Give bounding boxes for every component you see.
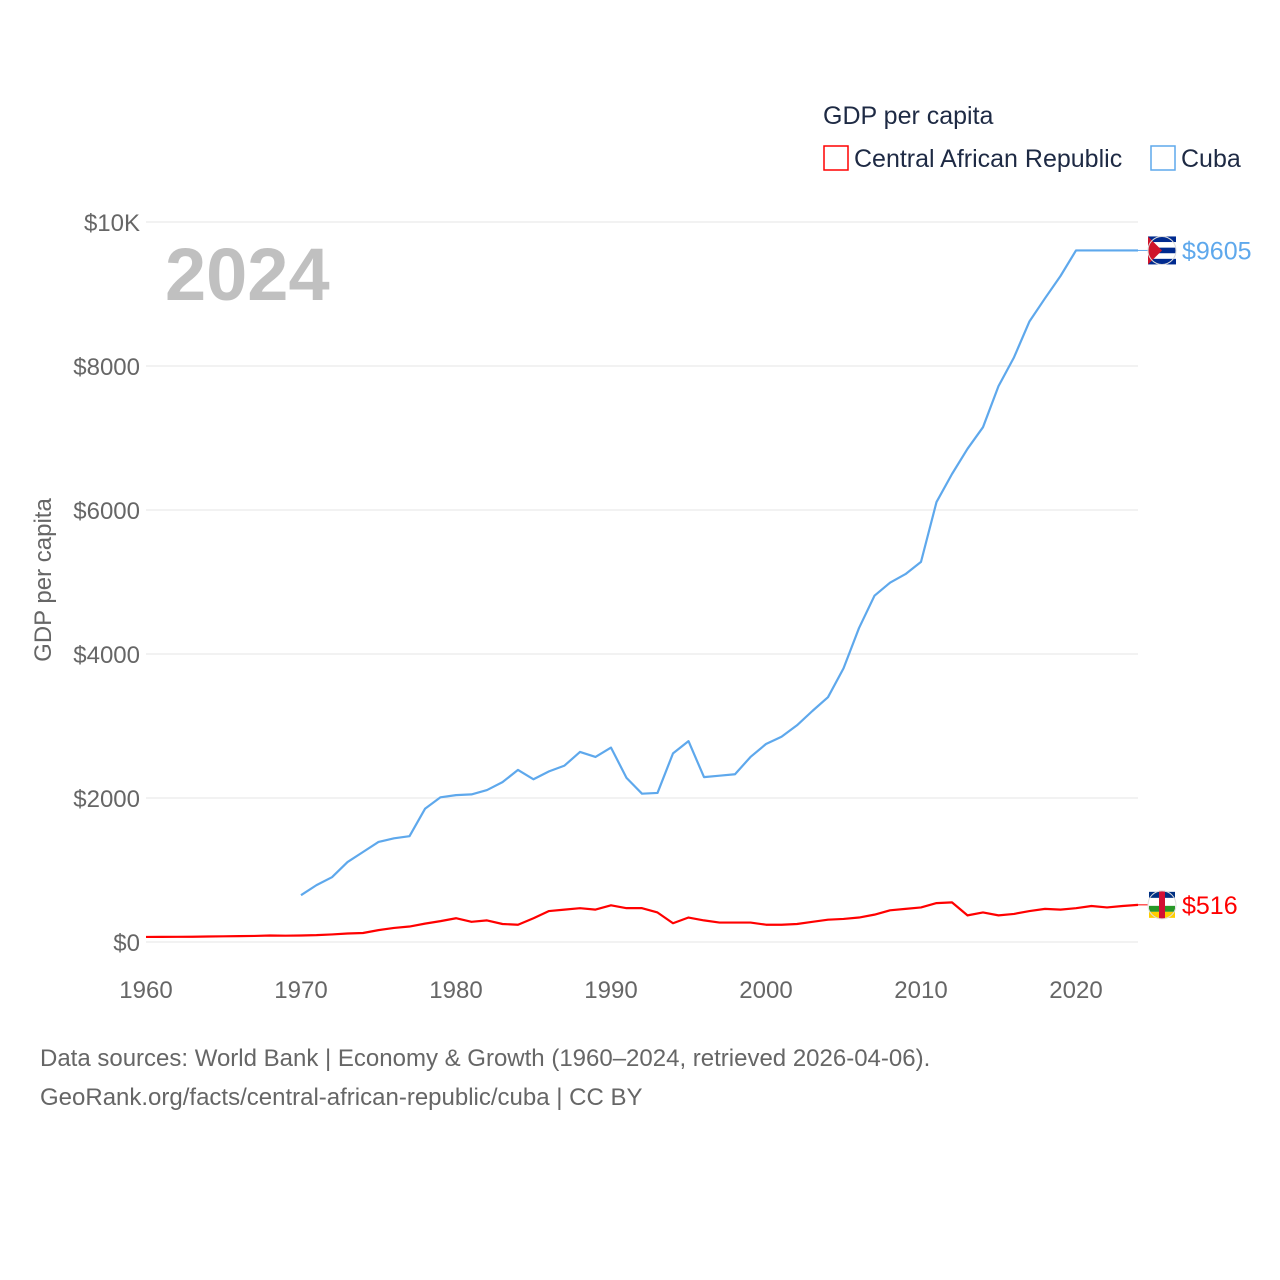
legend-label-car: Central African Republic: [854, 145, 1122, 173]
x-tick-label: 1980: [429, 977, 482, 1004]
legend-swatch-cuba: [1150, 145, 1176, 171]
x-tick-label: 1970: [274, 977, 327, 1004]
x-tick-label: 2000: [739, 977, 792, 1004]
source-line-1: Data sources: World Bank | Economy & Gro…: [40, 1045, 931, 1072]
y-tick-label: $0: [113, 930, 140, 957]
legend-title: GDP per capita: [823, 102, 994, 130]
legend-swatch-car: [823, 145, 849, 171]
source-line-2: GeoRank.org/facts/central-african-republ…: [40, 1084, 643, 1111]
y-tick-label: $10K: [84, 210, 140, 237]
x-tick-label: 1990: [584, 977, 637, 1004]
flag-triangle: [1148, 236, 1162, 265]
y-tick-label: $2000: [73, 786, 140, 813]
end-value-label: $9605: [1182, 237, 1252, 265]
y-tick-label: $4000: [73, 642, 140, 669]
x-tick-label: 2010: [894, 977, 947, 1004]
x-tick-label: 2020: [1049, 977, 1102, 1004]
flag-stripe: [1148, 236, 1176, 243]
flag-outline: [1147, 235, 1177, 265]
flag-outline: [1147, 890, 1177, 920]
flag-stripe: [1159, 890, 1165, 919]
x-tick-label: 1960: [119, 977, 172, 1004]
year-label: 2024: [165, 233, 330, 316]
series-line-car: [145, 901, 1139, 939]
y-tick-label: $6000: [73, 498, 140, 525]
y-axis-label: GDP per capita: [30, 498, 57, 662]
legend-label-cuba: Cuba: [1181, 145, 1241, 173]
series-line-cuba: [300, 249, 1138, 897]
end-value-label: $516: [1182, 892, 1238, 920]
flag-stripe: [1148, 258, 1176, 265]
y-tick-label: $8000: [73, 354, 140, 381]
